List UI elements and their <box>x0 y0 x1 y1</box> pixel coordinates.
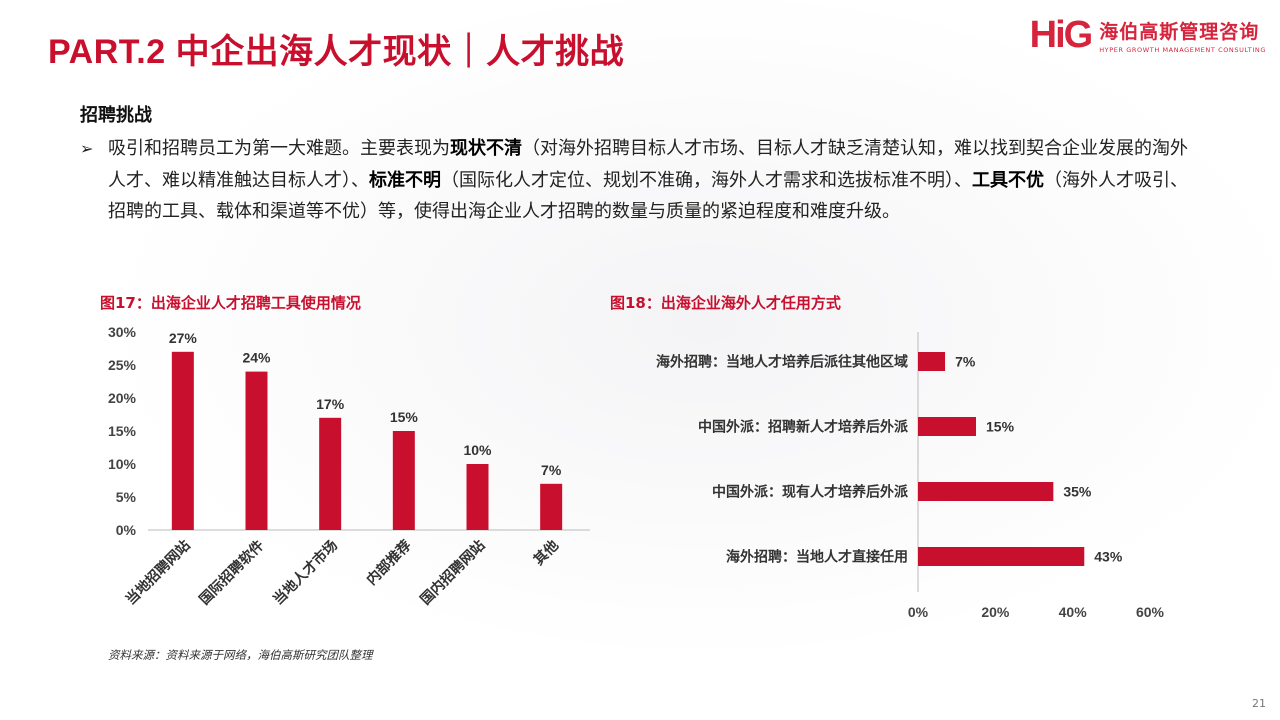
data-label: 17% <box>316 396 345 412</box>
data-label: 7% <box>541 462 562 478</box>
data-label: 15% <box>986 419 1015 435</box>
figure-17-bar-chart: 0% 5% 10% 15% 20% 25% 30% 27% 当地招聘网站 24% 国际招聘软件 17%… <box>108 324 590 608</box>
x-tick-label: 40% <box>1059 604 1088 620</box>
category-label: 中国外派：招聘新人才培养后外派 <box>698 419 909 436</box>
data-label: 15% <box>390 409 419 425</box>
category-label: 其他 <box>530 537 562 569</box>
x-tick-label: 0% <box>908 604 929 620</box>
category-label: 当地招聘网站 <box>122 537 193 608</box>
category-label: 中国外派：现有人才培养后外派 <box>712 484 909 501</box>
bullet-emphasis: 标准不明 <box>369 169 441 191</box>
category-label: 内部推荐 <box>363 537 415 589</box>
category-label: 海外招聘：当地人才培养后派往其他区域 <box>656 354 908 371</box>
y-tick-label: 20% <box>108 390 137 406</box>
y-tick-label: 5% <box>116 489 137 505</box>
data-label: 7% <box>955 354 976 370</box>
x-tick-label: 20% <box>981 604 1010 620</box>
page-number: 21 <box>1252 697 1266 710</box>
page-title: PART.2 中企出海人才现状｜人才挑战 <box>48 33 625 71</box>
y-tick-label: 30% <box>108 324 137 340</box>
category-label: 国际招聘软件 <box>196 537 267 608</box>
data-label: 43% <box>1094 549 1123 565</box>
section-heading: 招聘挑战 <box>80 105 152 126</box>
y-tick-label: 15% <box>108 423 137 439</box>
data-label: 27% <box>169 330 198 346</box>
bullet-run: （对海外招聘目标人才市场、目标人才缺乏清楚认知，难以找到契合企业发展的淘外人才、… <box>108 138 1188 191</box>
bullet-run: 吸引和招聘员工为第一大难题。主要表现为 <box>108 138 450 159</box>
bullet-arrow-icon: ➢ <box>80 139 94 158</box>
bullet-emphasis: 工具不优 <box>972 169 1044 191</box>
source-note: 资料来源：资料来源于网络，海伯高斯研究团队整理 <box>108 648 373 662</box>
logo-mark: HiG <box>1029 14 1094 56</box>
figure-18-horizontal-bar-chart: 0% 20% 40% 60% 7% 海外招聘：当地人才培养后派往其他区域 15% 中国外派：招… <box>656 332 1165 620</box>
bullet-paragraph: ➢ 吸引和招聘员工为第一大难题。主要表现为现状不清（对海外招聘目标人才市场、目标… <box>80 133 1205 228</box>
bar <box>392 431 415 530</box>
bar <box>466 464 489 530</box>
y-tick-label: 25% <box>108 357 137 373</box>
bullet-run: （国际化人才定位、规划不准确，海外人才需求和选拔标准不明）、 <box>441 169 972 191</box>
figure-18-title: 图18：出海企业海外人才任用方式 <box>610 294 841 312</box>
bar <box>918 482 1054 501</box>
logo-text: 海伯高斯管理咨询 HYPER GROWTH MANAGEMENT CONSULT… <box>1099 17 1266 54</box>
x-tick-label: 60% <box>1136 604 1165 620</box>
bar <box>918 547 1085 566</box>
logo-english-name: HYPER GROWTH MANAGEMENT CONSULTING <box>1099 46 1266 54</box>
bar <box>319 417 342 530</box>
category-label: 国内招聘网站 <box>417 537 488 608</box>
bar <box>171 351 194 530</box>
bar <box>245 371 268 530</box>
y-tick-label: 0% <box>116 522 137 538</box>
bar <box>918 352 946 371</box>
figure-17-title: 图17：出海企业人才招聘工具使用情况 <box>100 294 361 312</box>
bar <box>918 417 976 436</box>
logo-chinese-name: 海伯高斯管理咨询 <box>1099 21 1260 43</box>
data-label: 24% <box>242 350 271 366</box>
category-label: 海外招聘：当地人才直接任用 <box>726 549 908 566</box>
company-logo: HiG 海伯高斯管理咨询 HYPER GROWTH MANAGEMENT CON… <box>1030 14 1266 57</box>
y-tick-label: 10% <box>108 456 137 472</box>
bar <box>540 483 563 530</box>
bullet-emphasis: 现状不清 <box>450 138 522 159</box>
bullet-text: 吸引和招聘员工为第一大难题。主要表现为现状不清（对海外招聘目标人才市场、目标人才… <box>108 133 1205 228</box>
data-label: 35% <box>1063 484 1092 500</box>
category-label: 当地人才市场 <box>270 537 341 608</box>
bullet-run: （海外人才吸引、招聘的工具、载体和渠道等不优）等，使得出海企业人才招聘的数量与质… <box>108 169 1188 223</box>
data-label: 10% <box>463 442 492 458</box>
